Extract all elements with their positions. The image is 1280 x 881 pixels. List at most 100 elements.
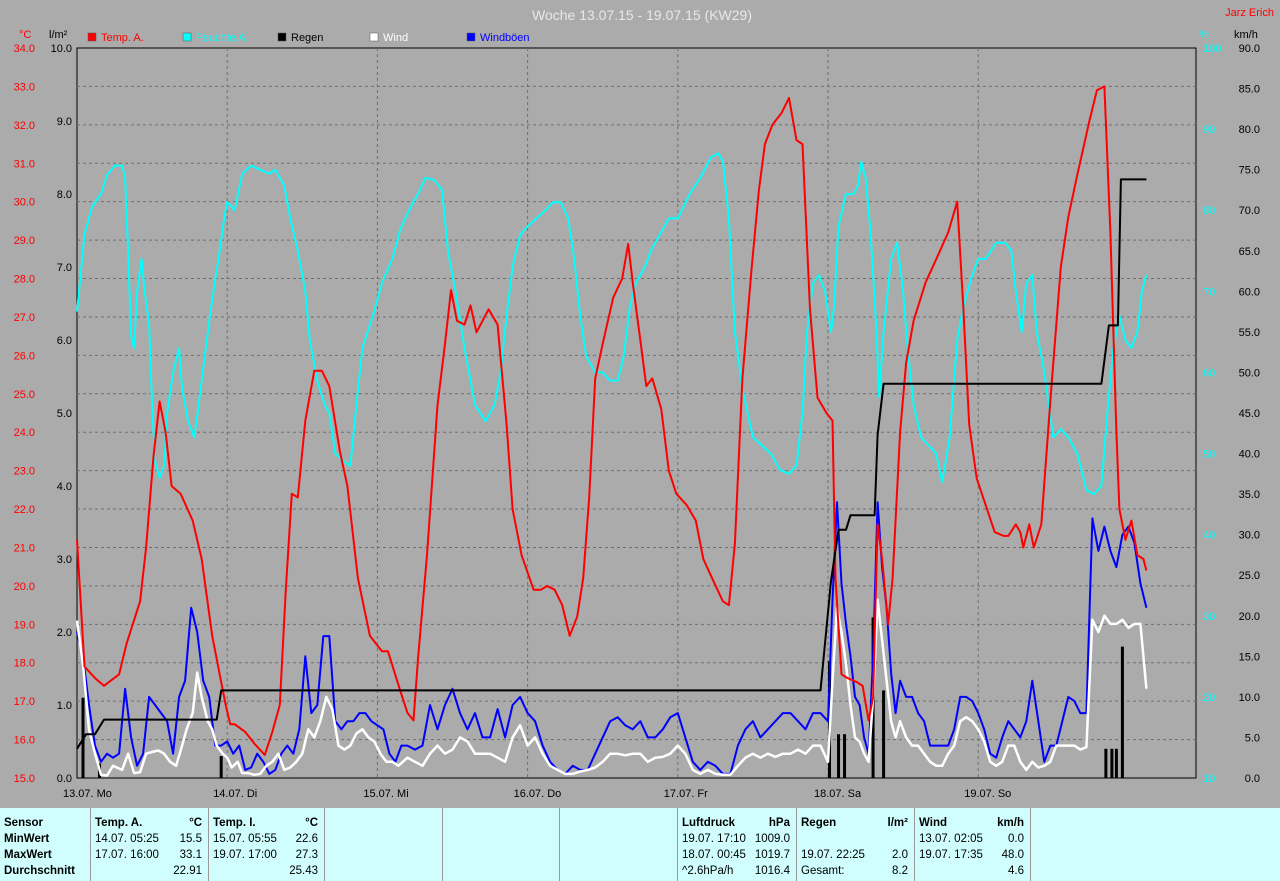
- wind-axis-label: km/h: [1234, 29, 1258, 41]
- pressure-unit: hPa: [768, 817, 790, 829]
- rain-total: 8.2: [892, 865, 908, 877]
- wind-tick-label: 45.0: [1239, 408, 1260, 420]
- temp-i-min-time: 15.07. 05:55: [213, 833, 277, 845]
- pressure-min-val: 1009.0: [754, 833, 790, 845]
- wind-tick-label: 5.0: [1245, 732, 1260, 744]
- temp-i-avg: 25.43: [289, 865, 318, 877]
- temp-i-unit: °C: [305, 817, 318, 829]
- stats-col-rain: Regen l/m² 19.07. 22:25 2.0 Gesamt: 8.2: [796, 808, 914, 881]
- wind-tick-label: 10.0: [1239, 692, 1260, 704]
- rain-tick-label: 1.0: [57, 700, 72, 712]
- rain-tick-label: 7.0: [57, 262, 72, 274]
- temp-a-max-time: 17.07. 16:00: [95, 849, 159, 861]
- pressure-trend: ^2.6hPa/h: [682, 865, 734, 877]
- rain-total-label: Gesamt:: [801, 865, 845, 877]
- temp-tick-label: 31.0: [14, 158, 35, 170]
- temp-a-title: Temp. A.: [95, 817, 143, 829]
- wind-tick-label: 20.0: [1239, 611, 1260, 623]
- wind-tick-label: 60.0: [1239, 286, 1260, 298]
- rain-max-val: 2.0: [892, 849, 908, 861]
- humidity-tick-label: 80: [1203, 205, 1215, 217]
- temp-a-unit: °C: [189, 817, 202, 829]
- temp-tick-label: 17.0: [14, 696, 35, 708]
- stats-col-pressure: Luftdruck hPa 19.07. 17:10 1009.0 18.07. 0…: [677, 808, 796, 881]
- stats-col-empty-1: [324, 808, 442, 881]
- wind-avg: 4.6: [1008, 865, 1024, 877]
- rain-tick-label: 4.0: [57, 481, 72, 493]
- rain-max-time: 19.07. 22:25: [801, 849, 865, 861]
- temp-tick-label: 26.0: [14, 350, 35, 362]
- pressure-avg: 1016.4: [754, 865, 790, 877]
- wind-tick-label: 40.0: [1239, 449, 1260, 461]
- temp-i-max-time: 19.07. 17:00: [213, 849, 277, 861]
- humidity-tick-label: 60: [1203, 367, 1215, 379]
- temp-tick-label: 34.0: [14, 43, 35, 55]
- temp-tick-label: 24.0: [14, 427, 35, 439]
- temp-tick-label: 16.0: [14, 735, 35, 747]
- wind-tick-label: 65.0: [1239, 246, 1260, 258]
- wind-tick-label: 70.0: [1239, 205, 1260, 217]
- humidity-tick-label: 10: [1203, 773, 1215, 785]
- stats-col-wind: Wind km/h 13.07. 02:05 0.0 19.07. 17:35 48.…: [914, 808, 1030, 881]
- rain-tick-label: 3.0: [57, 554, 72, 566]
- temp-tick-label: 33.0: [14, 81, 35, 93]
- rain-tick-label: 5.0: [57, 408, 72, 420]
- wind-max-val: 48.0: [1001, 849, 1024, 861]
- label-sensor: Sensor: [4, 817, 43, 829]
- rain-tick-label: 9.0: [57, 116, 72, 128]
- x-tick-label: 14.07. Di: [213, 788, 257, 800]
- x-tick-label: 13.07. Mo: [63, 788, 112, 800]
- rain-tick-label: 2.0: [57, 627, 72, 639]
- series-line-feuchte-a-: [76, 152, 1148, 496]
- temp-tick-label: 15.0: [14, 773, 35, 785]
- wind-tick-label: 55.0: [1239, 327, 1260, 339]
- temp-i-title: Temp. I.: [213, 817, 256, 829]
- humidity-tick-label: 100: [1203, 43, 1221, 55]
- x-tick-label: 15.07. Mi: [363, 788, 408, 800]
- wind-title: Wind: [919, 817, 947, 829]
- humidity-tick-label: 90: [1203, 124, 1215, 136]
- stats-col-temp-a: Temp. A. °C 14.07. 05:25 15.5 17.07. 16:00…: [90, 808, 208, 881]
- x-tick-label: 19.07. So: [964, 788, 1011, 800]
- wind-tick-label: 80.0: [1239, 124, 1260, 136]
- temp-tick-label: 32.0: [14, 120, 35, 132]
- stats-panel: Sensor MinWert MaxWert Durchschnitt Temp…: [0, 808, 1280, 881]
- legend-swatch: [369, 32, 379, 42]
- label-min: MinWert: [4, 833, 50, 845]
- legend-swatch: [277, 32, 287, 42]
- series-line-wind: [75, 598, 1148, 777]
- legend-label: Windböen: [480, 32, 530, 44]
- legend-swatch: [466, 32, 476, 42]
- wind-tick-label: 30.0: [1239, 530, 1260, 542]
- temp-tick-label: 25.0: [14, 389, 35, 401]
- label-max: MaxWert: [4, 849, 52, 861]
- chart-title: Woche 13.07.15 - 19.07.15 (KW29): [532, 7, 752, 23]
- temp-a-avg: 22.91: [173, 865, 202, 877]
- temp-tick-label: 23.0: [14, 466, 35, 478]
- temp-tick-label: 30.0: [14, 197, 35, 209]
- chart-area: 15.0 16.0 17.0 18.0 19.0 20.0 21.0 22.0 23.0 24.0…: [0, 0, 1280, 808]
- legend-label: Wind: [383, 32, 408, 44]
- stats-col-empty-3: [559, 808, 677, 881]
- pressure-min-time: 19.07. 17:10: [682, 833, 746, 845]
- x-tick-label: 17.07. Fr: [664, 788, 708, 800]
- temp-tick-label: 22.0: [14, 504, 35, 516]
- rain-unit: l/m²: [887, 817, 908, 829]
- temp-tick-label: 21.0: [14, 542, 35, 554]
- rain-axis-label: l/m²: [49, 29, 68, 41]
- stats-col-empty-2: [442, 808, 559, 881]
- wind-tick-label: 75.0: [1239, 165, 1260, 177]
- wind-tick-label: 15.0: [1239, 651, 1260, 663]
- humidity-tick-label: 70: [1203, 286, 1215, 298]
- plot-frame: [76, 47, 1197, 779]
- wind-tick-label: 85.0: [1239, 84, 1260, 96]
- legend-label: Temp. A.: [101, 32, 144, 44]
- pressure-title: Luftdruck: [682, 817, 736, 829]
- weather-chart: 15.0 16.0 17.0 18.0 19.0 20.0 21.0 22.0 23.0 24.0…: [14, 7, 1274, 800]
- x-tick-label: 18.07. Sa: [814, 788, 862, 800]
- temp-tick-label: 18.0: [14, 658, 35, 670]
- temp-a-min-time: 14.07. 05:25: [95, 833, 159, 845]
- rain-tick-label: 0.0: [57, 773, 72, 785]
- wind-min-val: 0.0: [1008, 833, 1024, 845]
- wind-tick-label: 35.0: [1239, 489, 1260, 501]
